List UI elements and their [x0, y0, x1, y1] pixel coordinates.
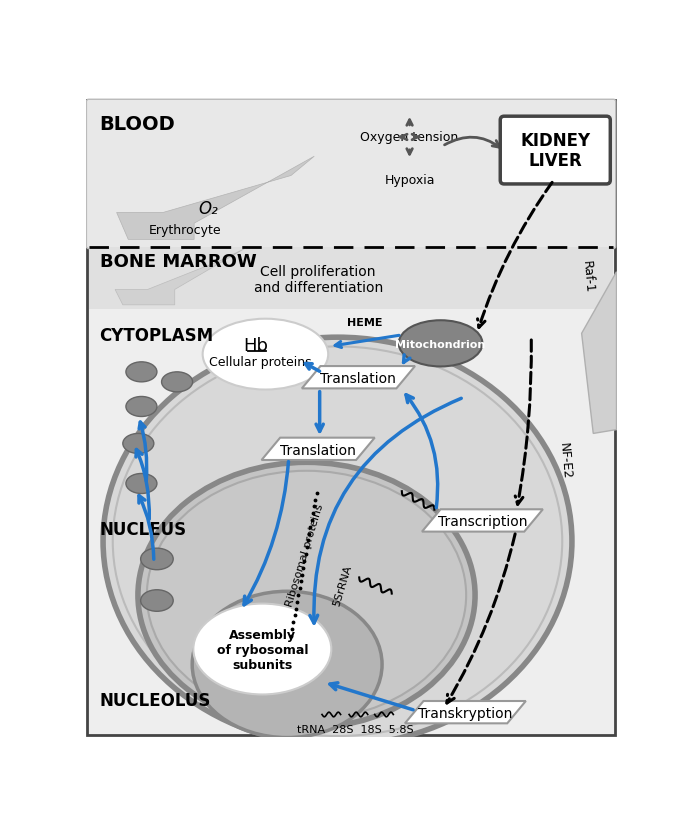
- Ellipse shape: [126, 363, 157, 383]
- FancyArrowPatch shape: [310, 399, 461, 623]
- Text: tRNA  28S  18S  5.8S: tRNA 28S 18S 5.8S: [297, 724, 414, 734]
- Text: HEME: HEME: [347, 317, 382, 327]
- Ellipse shape: [399, 321, 482, 367]
- Ellipse shape: [162, 373, 192, 392]
- Text: NUCLEUS: NUCLEUS: [99, 521, 187, 539]
- Text: Translation: Translation: [321, 372, 397, 386]
- Text: Hypoxia: Hypoxia: [384, 174, 435, 187]
- Text: Oxygen tension: Oxygen tension: [360, 132, 459, 144]
- Polygon shape: [262, 438, 375, 460]
- Ellipse shape: [147, 471, 466, 720]
- Text: NUCLEOLUS: NUCLEOLUS: [99, 691, 211, 710]
- Ellipse shape: [138, 463, 475, 728]
- Ellipse shape: [140, 590, 173, 612]
- FancyArrowPatch shape: [306, 364, 320, 372]
- Text: Transkryption: Transkryption: [418, 706, 512, 720]
- FancyArrowPatch shape: [515, 340, 532, 505]
- Ellipse shape: [126, 474, 157, 493]
- Text: Transcription: Transcription: [438, 514, 527, 528]
- FancyBboxPatch shape: [86, 100, 616, 249]
- FancyArrowPatch shape: [139, 496, 154, 560]
- Ellipse shape: [203, 320, 328, 390]
- Ellipse shape: [126, 397, 157, 417]
- Text: 5SrRNA: 5SrRNA: [332, 564, 354, 607]
- FancyArrowPatch shape: [406, 395, 438, 508]
- FancyArrowPatch shape: [447, 534, 515, 703]
- Polygon shape: [116, 157, 314, 240]
- Polygon shape: [115, 249, 245, 306]
- FancyArrowPatch shape: [335, 336, 399, 348]
- Bar: [89, 248, 613, 310]
- Ellipse shape: [103, 338, 572, 745]
- Text: Cell proliferation
and differentiation: Cell proliferation and differentiation: [253, 265, 383, 295]
- Text: Raf-1: Raf-1: [580, 259, 596, 293]
- Polygon shape: [302, 367, 415, 389]
- FancyBboxPatch shape: [87, 101, 615, 735]
- Text: O₂: O₂: [198, 200, 218, 218]
- Text: Hb: Hb: [244, 336, 269, 354]
- Text: CYTOPLASM: CYTOPLASM: [99, 326, 214, 344]
- Polygon shape: [582, 272, 616, 434]
- Text: Cellular proteins: Cellular proteins: [209, 356, 311, 369]
- FancyArrowPatch shape: [445, 138, 499, 148]
- Text: BLOOD: BLOOD: [99, 115, 175, 133]
- Ellipse shape: [192, 591, 382, 738]
- Text: KIDNEY
LIVER: KIDNEY LIVER: [520, 132, 590, 171]
- Polygon shape: [405, 701, 526, 724]
- Polygon shape: [422, 510, 543, 532]
- Text: Assembly
of rybosomal
subunits: Assembly of rybosomal subunits: [216, 628, 308, 671]
- FancyArrowPatch shape: [477, 183, 552, 328]
- FancyArrowPatch shape: [316, 392, 323, 432]
- Ellipse shape: [123, 434, 154, 454]
- Text: Mitochondrion: Mitochondrion: [395, 339, 486, 349]
- FancyBboxPatch shape: [500, 117, 610, 185]
- FancyArrowPatch shape: [244, 462, 288, 605]
- Ellipse shape: [193, 604, 332, 695]
- Text: Translation: Translation: [280, 443, 356, 457]
- FancyArrowPatch shape: [330, 683, 413, 710]
- Text: NF-E2: NF-E2: [557, 442, 573, 479]
- FancyArrowPatch shape: [136, 450, 149, 520]
- Ellipse shape: [140, 548, 173, 570]
- FancyArrowPatch shape: [139, 422, 147, 481]
- Ellipse shape: [113, 347, 562, 736]
- FancyArrowPatch shape: [403, 355, 410, 363]
- Text: Ribosomal proteins: Ribosomal proteins: [284, 502, 325, 607]
- Text: BONE MARROW: BONE MARROW: [99, 253, 256, 271]
- Text: Erythrocyte: Erythrocyte: [149, 224, 221, 237]
